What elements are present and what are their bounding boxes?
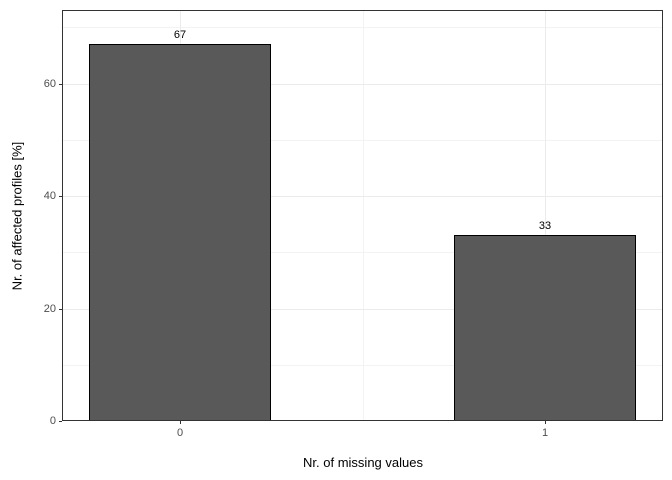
y-axis-tick-label: 40 [43,190,56,202]
bar-0 [89,44,271,421]
gridline-horizontal [62,140,663,141]
y-axis-tick [59,421,62,422]
y-axis-tick-label: 0 [49,415,56,427]
gridline-vertical [545,10,546,421]
gridline-horizontal [62,252,663,253]
y-axis-tick [59,196,62,197]
bar-value-label: 33 [538,220,552,232]
x-axis-title: Nr. of missing values [303,455,423,470]
x-axis-tick [180,421,181,424]
gridline-vertical [363,10,364,421]
bar-value-label: 67 [173,29,187,41]
y-axis-title: Nr. of affected profiles [%] [9,141,25,291]
bar-1 [454,235,636,421]
gridline-horizontal [62,84,663,85]
y-axis-tick-label: 20 [43,303,56,315]
y-axis-tick-label: 60 [43,78,56,90]
x-axis-tick-label: 1 [541,427,549,439]
y-axis-tick [59,84,62,85]
y-axis-tick [59,309,62,310]
gridline-horizontal [62,27,663,28]
x-axis-tick-label: 0 [176,427,184,439]
gridline-horizontal [62,196,663,197]
gridline-horizontal [62,365,663,366]
x-axis-tick [545,421,546,424]
gridline-horizontal [62,309,663,310]
